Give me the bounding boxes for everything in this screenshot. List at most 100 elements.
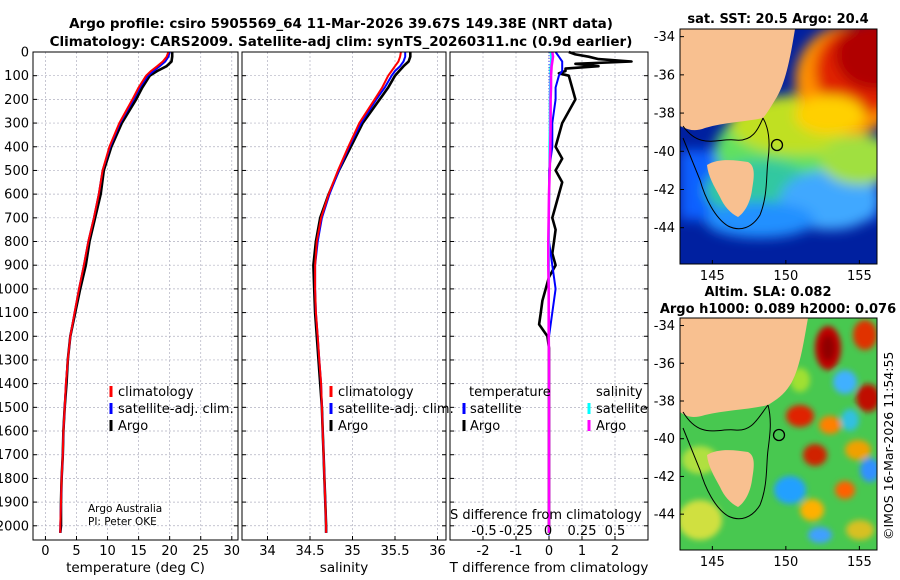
legend-satellite-label: satellite-adj. clim.	[338, 402, 454, 417]
legend-climatology-label: climatology	[118, 385, 194, 400]
x-tick-label: 34.5	[296, 544, 325, 559]
x-tick-label: 20	[161, 544, 178, 559]
x-tick-label: 2	[611, 544, 619, 559]
y-tick-label: -34	[654, 319, 675, 334]
legend-argo-label: Argo	[118, 419, 148, 434]
temperature-legend: climatology satellite-adj. clim. Argo	[109, 385, 234, 434]
y-tick-label: 400	[4, 140, 29, 155]
y-tick-label: 1800	[0, 472, 29, 487]
y-tick-label: -42	[654, 183, 675, 198]
y-tick-label: 2000	[0, 519, 29, 534]
y-tick-label: 1200	[0, 330, 29, 345]
mainland-australia	[680, 29, 795, 131]
difference-profile-panel: -2 -1 0 1 2T difference from climatology	[449, 50, 649, 576]
legend-s-satellite-label: satellite	[596, 402, 648, 417]
y-tick-label: 1000	[0, 282, 29, 297]
float-position-marker	[772, 428, 786, 442]
sst-map-axes: -34 -36 -38 -40 -42 -44 145 150 155	[654, 30, 872, 284]
y-tick-label: -42	[654, 470, 675, 485]
y-tick-label: -36	[654, 357, 675, 372]
sla-map-title: Altim. SLA: 0.082	[705, 285, 832, 300]
credit-line-2: PI: Peter OKE	[88, 516, 157, 528]
x-tick-label: 35	[344, 544, 361, 559]
tasmania	[707, 450, 754, 507]
s-difference-axis-label: S difference from climatology	[450, 508, 642, 523]
legend-argo-label: Argo	[338, 419, 368, 434]
credit-line-1: Argo Australia	[88, 503, 162, 515]
salinity-profile-panel: 34 34.5 35 35.5 36 salinity	[241, 51, 447, 576]
x-axis-label: temperature (deg C)	[66, 560, 205, 576]
imos-watermark: ©IMOS 16-Mar-2026 11:54:55	[881, 352, 896, 540]
y-tick-label: 0	[21, 46, 29, 61]
y-tick-label: 1600	[0, 425, 29, 440]
series-line-argo	[59, 52, 174, 534]
y-tick-label: -38	[654, 107, 675, 122]
x-tick-label: 1	[578, 544, 586, 559]
y-tick-label: 200	[4, 93, 29, 108]
x-axis-label: salinity	[320, 560, 368, 576]
series-line-argo	[312, 52, 412, 533]
s-tick-label: 0.5	[605, 524, 626, 539]
y-tick-label: 1100	[0, 306, 29, 321]
s-tick-label: -0.25	[499, 524, 533, 539]
legend-climatology-label: climatology	[338, 385, 414, 400]
y-tick-label: 1900	[0, 496, 29, 511]
sst-map-title: sat. SST: 20.5 Argo: 20.4	[687, 12, 868, 27]
series-line-s-argo	[546, 51, 555, 533]
sla-map-axes: -34 -36 -38 -40 -42 -44 145 150 155	[654, 319, 872, 570]
title-line-2: Climatology: CARS2009. Satellite-adj cli…	[50, 34, 633, 50]
sla-map	[680, 318, 877, 550]
legend-salinity-title: salinity	[596, 385, 643, 400]
x-tick-label: 150	[773, 269, 798, 284]
x-tick-label: 145	[700, 269, 725, 284]
s-tick-label: 0.25	[568, 524, 597, 539]
x-tick-label: 5	[72, 544, 80, 559]
y-tick-label: -36	[654, 68, 675, 83]
series-line-climatology	[59, 51, 170, 533]
legend-s-argo-label: Argo	[596, 419, 626, 434]
y-tick-label: -40	[654, 145, 675, 160]
x-tick-label: 34	[259, 544, 276, 559]
x-tick-label: 0	[545, 544, 553, 559]
legend-t-satellite-label: satellite	[470, 402, 522, 417]
y-tick-label: -34	[654, 30, 675, 45]
legend-satellite-label: satellite-adj. clim.	[118, 402, 234, 417]
y-tick-label: 1300	[0, 353, 29, 368]
x-tick-label: 35.5	[381, 544, 410, 559]
y-tick-label: 1700	[0, 448, 29, 463]
y-tick-label: 100	[4, 69, 29, 84]
x-tick-label: 25	[192, 544, 209, 559]
y-tick-label: -44	[654, 508, 675, 523]
s-difference-ticks: -0.5 -0.25 0 0.25 0.5	[471, 524, 625, 539]
series-line-satellite-adj-clim-	[314, 52, 407, 533]
y-tick-label: -38	[654, 394, 675, 409]
axes-frame	[32, 51, 239, 541]
sla-map-subtitle: Argo h1000: 0.089 h2000: 0.076	[660, 302, 896, 317]
axes-frame	[241, 51, 447, 541]
mainland-australia	[680, 318, 808, 417]
y-tick-label: 900	[4, 259, 29, 274]
salinity-legend: climatology satellite-adj. clim. Argo	[329, 385, 454, 434]
x-tick-label: 0	[41, 544, 49, 559]
x-tick-label: 30	[224, 544, 241, 559]
x-tick-label: -1	[510, 544, 523, 559]
y-tick-label: 500	[4, 164, 29, 179]
legend-t-argo-label: Argo	[470, 419, 500, 434]
title-line-1: Argo profile: csiro 5905569_64 11-Mar-20…	[69, 16, 613, 32]
temperature-profile-panel: 0100200300400500600700800900100011001200…	[0, 46, 240, 577]
s-tick-label: -0.5	[471, 524, 496, 539]
y-tick-label: 800	[4, 235, 29, 250]
x-tick-label: 36	[429, 544, 446, 559]
x-tick-label: 10	[99, 544, 116, 559]
y-tick-label: 600	[4, 188, 29, 203]
series-line-climatology	[314, 51, 402, 533]
x-axis-label: T difference from climatology	[449, 560, 649, 576]
x-tick-label: 150	[773, 555, 798, 570]
sst-map	[680, 29, 877, 264]
tasmania	[707, 160, 754, 217]
difference-legend: temperature satellite Argo salinity sate…	[462, 385, 648, 434]
x-tick-label: 155	[847, 555, 872, 570]
x-tick-label: 15	[130, 544, 147, 559]
y-tick-label: 1400	[0, 377, 29, 392]
